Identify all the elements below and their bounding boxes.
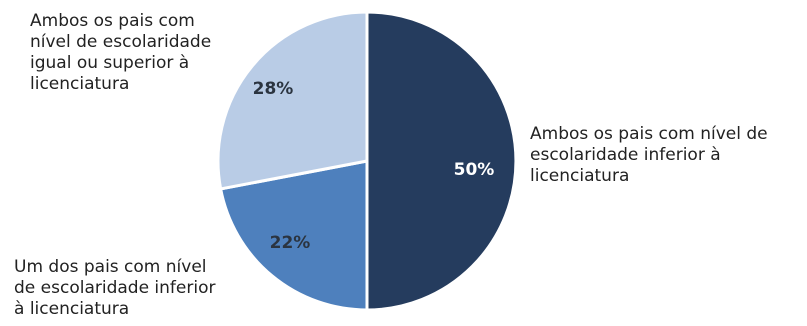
slice-both-below-degree (365, 10, 518, 312)
slice-value-label-50: 50% (454, 160, 495, 180)
label-line: Ambos os pais com (30, 11, 195, 31)
slice-value-label-22: 22% (270, 233, 311, 253)
label-line: igual ou superior à (30, 53, 190, 73)
slice-one-below-degree (219, 159, 369, 312)
label-line: nível de escolaridade (30, 32, 212, 52)
label-line: licenciatura (530, 166, 630, 186)
slice-value-label-28: 28% (253, 79, 294, 99)
slice-category-label-one-below-degree: Um dos pais com nível de escolaridade inf… (14, 257, 215, 320)
label-line: à licenciatura (14, 299, 130, 319)
slice-category-label-both-below-degree: Ambos os pais com nível de escolaridade i… (530, 124, 768, 187)
label-line: Um dos pais com nível (14, 257, 207, 277)
label-line: Ambos os pais com nível de (530, 124, 768, 144)
slice-category-label-both-degree-or-higher: Ambos os pais com nível de escolaridade ig… (30, 11, 211, 95)
label-line: escolaridade inferior à (530, 145, 721, 165)
label-line: de escolaridade inferior (14, 278, 216, 298)
slice-both-degree-or-higher (216, 10, 369, 191)
label-line: licenciatura (30, 74, 130, 94)
